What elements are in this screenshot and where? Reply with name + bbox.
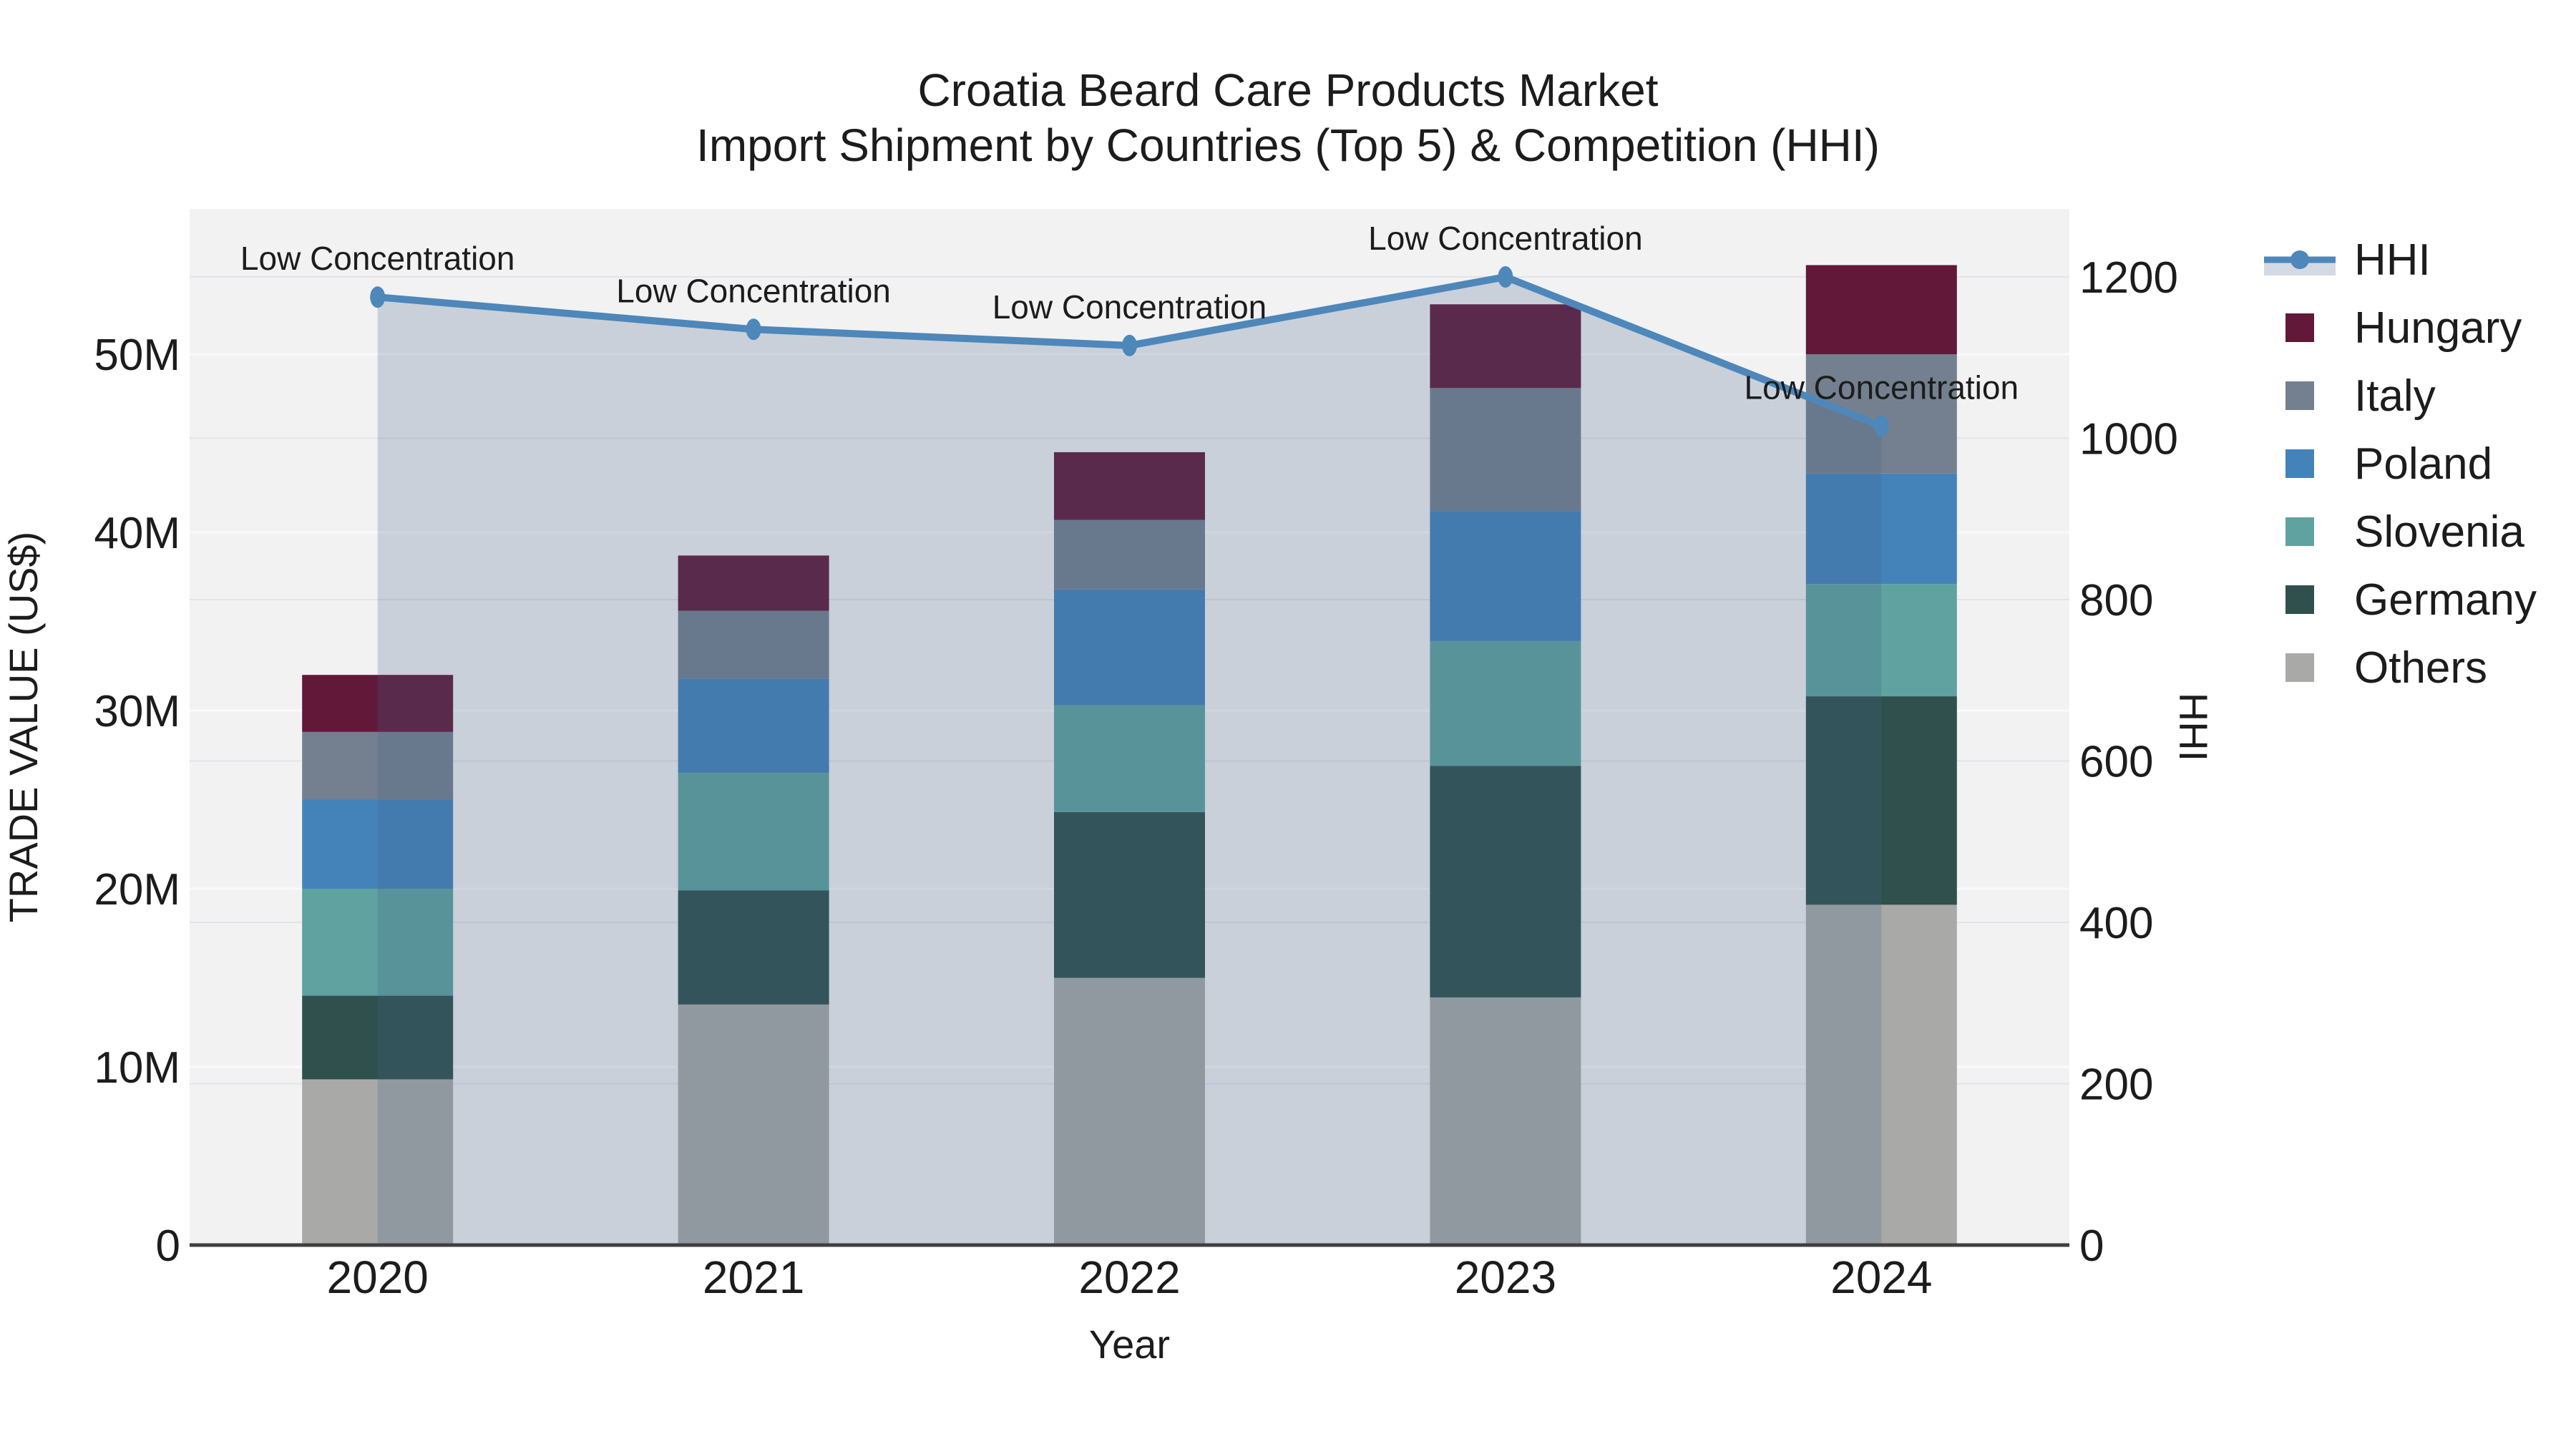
- right-axis-title: HHI: [2171, 693, 2216, 761]
- bar-segment-slovenia-2021[interactable]: [678, 773, 829, 891]
- bar-segment-poland-2022[interactable]: [1054, 589, 1205, 706]
- bar-segment-slovenia-2020[interactable]: [302, 889, 454, 996]
- legend-label-poland: Poland: [2354, 439, 2492, 489]
- left-axis-tick-40M: 40M: [94, 509, 180, 558]
- x-axis-tick-2020[interactable]: 2020: [327, 1252, 429, 1303]
- bar-segment-others-2024[interactable]: [1805, 904, 1957, 1245]
- bar-segment-slovenia-2024[interactable]: [1805, 584, 1957, 697]
- hhi-marker-2023[interactable]: [1498, 266, 1513, 288]
- annotation-2021: Low Concentration: [616, 272, 891, 309]
- x-axis-title: Year: [1089, 1322, 1170, 1367]
- x-axis-tick-2022[interactable]: 2022: [1078, 1252, 1180, 1303]
- chart-title-line1: Croatia Beard Care Products Market: [917, 64, 1659, 116]
- hhi-marker-2022[interactable]: [1122, 334, 1137, 356]
- legend-item-slovenia[interactable]: Slovenia: [2285, 507, 2524, 557]
- legend-label-others: Others: [2354, 643, 2487, 693]
- bar-segment-hungary-2024[interactable]: [1805, 265, 1957, 355]
- right-axis-tick-0: 0: [2079, 1221, 2104, 1271]
- bar-segment-poland-2023[interactable]: [1430, 511, 1581, 641]
- legend-swatch-others: [2285, 653, 2314, 682]
- legend-item-hhi[interactable]: HHI: [2264, 235, 2431, 285]
- bar-segment-others-2022[interactable]: [1054, 977, 1205, 1246]
- left-axis-tick-50M: 50M: [94, 331, 180, 380]
- legend-item-italy[interactable]: Italy: [2285, 371, 2436, 421]
- bar-segment-germany-2023[interactable]: [1430, 766, 1581, 997]
- bar-segment-germany-2021[interactable]: [678, 890, 829, 1005]
- bar-segment-italy-2023[interactable]: [1430, 388, 1581, 512]
- legend-swatch-italy: [2285, 381, 2314, 410]
- bar-segment-poland-2020[interactable]: [302, 799, 454, 889]
- legend-item-hungary[interactable]: Hungary: [2285, 303, 2522, 353]
- legend-label-hhi: HHI: [2354, 235, 2431, 285]
- right-axis-tick-400: 400: [2079, 899, 2153, 948]
- bar-segment-italy-2021[interactable]: [678, 610, 829, 679]
- legend-label-italy: Italy: [2354, 371, 2436, 421]
- x-axis-tick-2021[interactable]: 2021: [703, 1252, 804, 1303]
- bar-segment-others-2020[interactable]: [302, 1079, 454, 1245]
- left-axis-tick-20M: 20M: [94, 865, 180, 914]
- right-axis-tick-600: 600: [2079, 738, 2153, 787]
- left-axis-tick-10M: 10M: [94, 1043, 180, 1093]
- legend-label-germany: Germany: [2354, 575, 2537, 625]
- hhi-area-fill: [377, 277, 1882, 1245]
- bar-segment-others-2023[interactable]: [1430, 997, 1581, 1245]
- legend-swatch-poland: [2285, 449, 2314, 478]
- left-axis-title: TRADE VALUE (US$): [1, 532, 46, 923]
- hhi-marker-2024[interactable]: [1873, 415, 1889, 437]
- annotation-2022: Low Concentration: [992, 288, 1267, 326]
- legend-label-hungary: Hungary: [2354, 303, 2522, 353]
- bar-segment-italy-2020[interactable]: [302, 731, 454, 800]
- legend-swatch-hungary: [2285, 313, 2314, 342]
- legend-swatch-slovenia: [2285, 517, 2314, 546]
- bar-segment-poland-2021[interactable]: [678, 678, 829, 774]
- right-axis-tick-1000: 1000: [2079, 415, 2178, 464]
- bar-segment-germany-2022[interactable]: [1054, 811, 1205, 978]
- chart-title-line2: Import Shipment by Countries (Top 5) & C…: [696, 119, 1880, 171]
- bar-segment-poland-2024[interactable]: [1805, 473, 1957, 585]
- right-axis-tick-800: 800: [2079, 576, 2153, 625]
- bar-segment-germany-2024[interactable]: [1805, 696, 1957, 905]
- annotation-2020: Low Concentration: [240, 240, 515, 277]
- x-axis-tick-2024[interactable]: 2024: [1830, 1252, 1932, 1303]
- hhi-marker-2020[interactable]: [370, 286, 386, 308]
- bar-segment-slovenia-2022[interactable]: [1054, 705, 1205, 812]
- hhi-marker-2021[interactable]: [746, 318, 761, 341]
- annotation-2024: Low Concentration: [1745, 369, 2019, 406]
- bar-segment-others-2021[interactable]: [678, 1004, 829, 1245]
- right-axis-tick-200: 200: [2079, 1060, 2153, 1110]
- bar-segment-italy-2024[interactable]: [1805, 354, 1957, 474]
- legend-item-poland[interactable]: Poland: [2285, 439, 2492, 489]
- bar-segment-germany-2020[interactable]: [302, 995, 454, 1080]
- left-axis-tick-30M: 30M: [94, 687, 180, 736]
- bar-segment-hungary-2021[interactable]: [678, 555, 829, 611]
- legend-label-slovenia: Slovenia: [2354, 507, 2524, 557]
- chart-title: Croatia Beard Care Products Market Impor…: [0, 63, 2576, 173]
- legend-swatch-germany: [2285, 585, 2314, 614]
- legend-item-others[interactable]: Others: [2285, 643, 2487, 693]
- bar-segment-slovenia-2023[interactable]: [1430, 640, 1581, 766]
- bar-segment-hungary-2020[interactable]: [302, 675, 454, 732]
- annotation-2023: Low Concentration: [1368, 220, 1643, 257]
- legend-item-germany[interactable]: Germany: [2285, 575, 2537, 625]
- x-axis-tick-2023[interactable]: 2023: [1455, 1252, 1556, 1303]
- legend-hhi-marker-icon: [2290, 250, 2309, 269]
- bar-segment-italy-2022[interactable]: [1054, 519, 1205, 590]
- right-axis-tick-1200: 1200: [2079, 253, 2178, 303]
- bar-segment-hungary-2023[interactable]: [1430, 304, 1581, 389]
- bar-segment-hungary-2022[interactable]: [1054, 452, 1205, 520]
- left-axis-tick-0: 0: [156, 1221, 180, 1271]
